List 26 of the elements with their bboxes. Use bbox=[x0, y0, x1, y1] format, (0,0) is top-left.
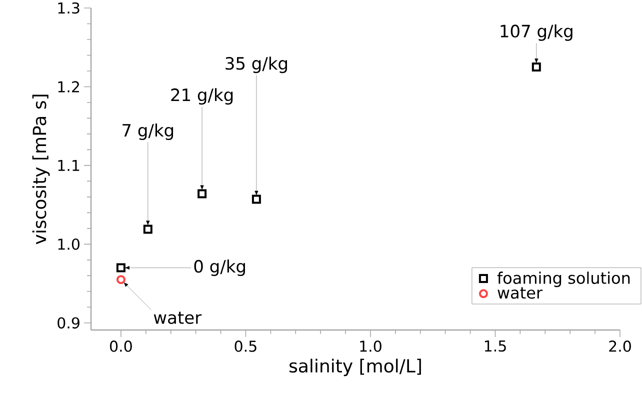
x-tick-label: 2.0 bbox=[609, 340, 631, 352]
y-tick-label: 1.2 bbox=[58, 81, 79, 92]
legend-label: foaming solution bbox=[497, 272, 630, 288]
legend-label: water bbox=[498, 287, 543, 299]
annotation: water bbox=[154, 312, 202, 324]
y-tick-label: 1.1 bbox=[58, 160, 80, 171]
point bbox=[143, 224, 152, 234]
y-tick-label: 1.0 bbox=[58, 238, 80, 250]
y-tick-label: 0.9 bbox=[58, 317, 80, 329]
point bbox=[532, 62, 541, 72]
point bbox=[116, 263, 126, 272]
x-tick-label: 0.0 bbox=[110, 340, 132, 352]
point bbox=[198, 189, 207, 198]
x-tick-label: 1.5 bbox=[484, 340, 506, 352]
point bbox=[116, 275, 126, 284]
x-axis-title: salinity [mol/L] bbox=[290, 358, 421, 376]
point bbox=[252, 194, 261, 204]
annotation: 7 g/kg bbox=[122, 124, 174, 140]
y-tick-label: 1.3 bbox=[58, 2, 80, 14]
annotation: 21 g/kg bbox=[171, 88, 233, 105]
annotation: 35 g/kg bbox=[226, 56, 287, 74]
y-axis-title: viscosity [mPa s] bbox=[32, 94, 50, 244]
x-tick-label: 0.5 bbox=[234, 340, 256, 352]
x-tick-label: 1.0 bbox=[360, 340, 382, 352]
annotation: 0 g/kg bbox=[194, 260, 245, 276]
annotation: 107 g/kg bbox=[500, 24, 572, 41]
